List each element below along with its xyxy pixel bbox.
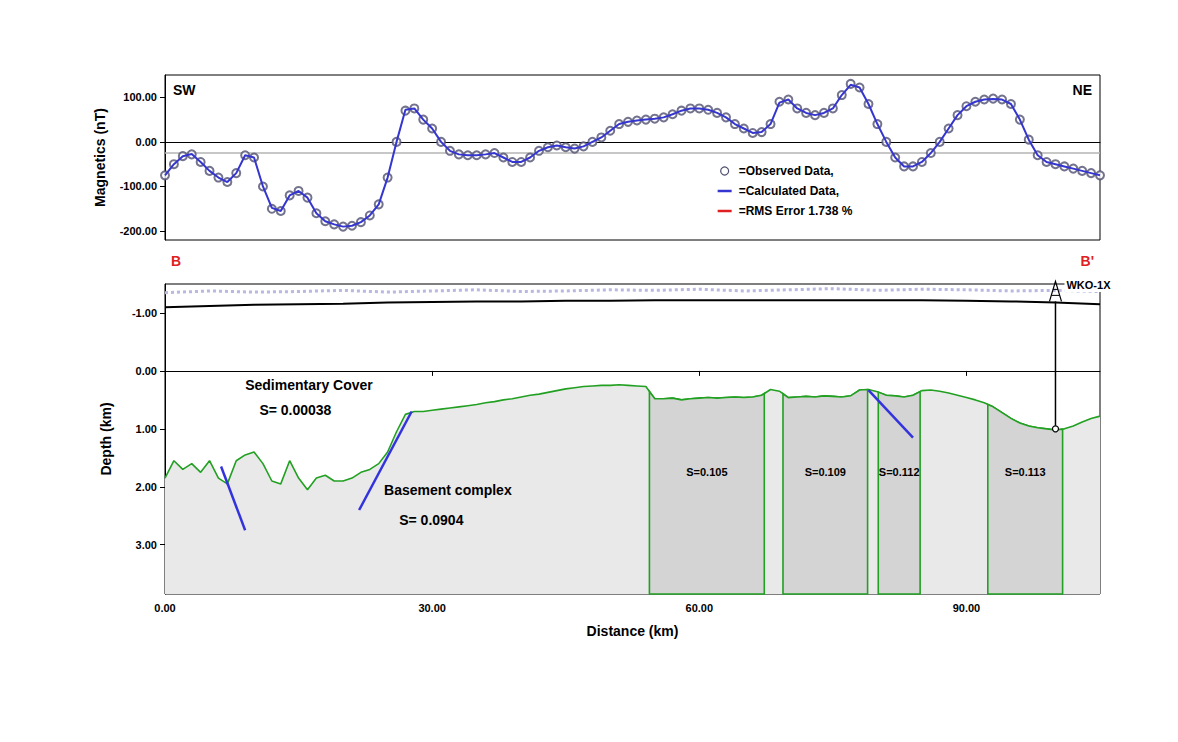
- svg-text:0.00: 0.00: [136, 365, 157, 377]
- svg-text:90.00: 90.00: [953, 602, 981, 614]
- svg-text:NE: NE: [1073, 82, 1092, 98]
- svg-text:B': B': [1081, 253, 1094, 269]
- svg-text:-100.00: -100.00: [120, 180, 157, 192]
- svg-text:Basement complex: Basement complex: [384, 482, 512, 498]
- svg-text:S=0.112: S=0.112: [879, 466, 920, 478]
- svg-text:2.00: 2.00: [136, 481, 157, 493]
- svg-text:100.00: 100.00: [123, 91, 157, 103]
- svg-text:60.00: 60.00: [686, 602, 714, 614]
- svg-text:Distance (km): Distance (km): [587, 623, 679, 639]
- svg-text:S=0.105: S=0.105: [686, 466, 727, 478]
- svg-text:1.00: 1.00: [136, 423, 157, 435]
- svg-text:S=0.113: S=0.113: [1005, 466, 1046, 478]
- svg-text:WKO-1X: WKO-1X: [1066, 279, 1111, 291]
- svg-text:S= 0.0904: S= 0.0904: [399, 512, 463, 528]
- svg-text:0.00: 0.00: [136, 136, 157, 148]
- svg-text:SW: SW: [173, 82, 196, 98]
- svg-text:S=0.109: S=0.109: [805, 466, 846, 478]
- svg-text:30.00: 30.00: [418, 602, 446, 614]
- svg-text:Magnetics (nT): Magnetics (nT): [92, 108, 108, 207]
- svg-text:B: B: [171, 253, 181, 269]
- svg-text:Depth (km): Depth (km): [98, 402, 114, 475]
- svg-text:S= 0.00038: S= 0.00038: [259, 402, 331, 418]
- svg-text:=RMS Error 1.738 %: =RMS Error 1.738 %: [739, 204, 853, 218]
- svg-text:0.00: 0.00: [154, 602, 175, 614]
- svg-text:=Observed Data,: =Observed Data,: [739, 164, 834, 178]
- svg-text:-200.00: -200.00: [120, 225, 157, 237]
- svg-text:-1.00: -1.00: [132, 307, 157, 319]
- svg-text:Sedimentary Cover: Sedimentary Cover: [245, 377, 373, 393]
- svg-text:=Calculated Data,: =Calculated Data,: [739, 184, 839, 198]
- svg-text:3.00: 3.00: [136, 539, 157, 551]
